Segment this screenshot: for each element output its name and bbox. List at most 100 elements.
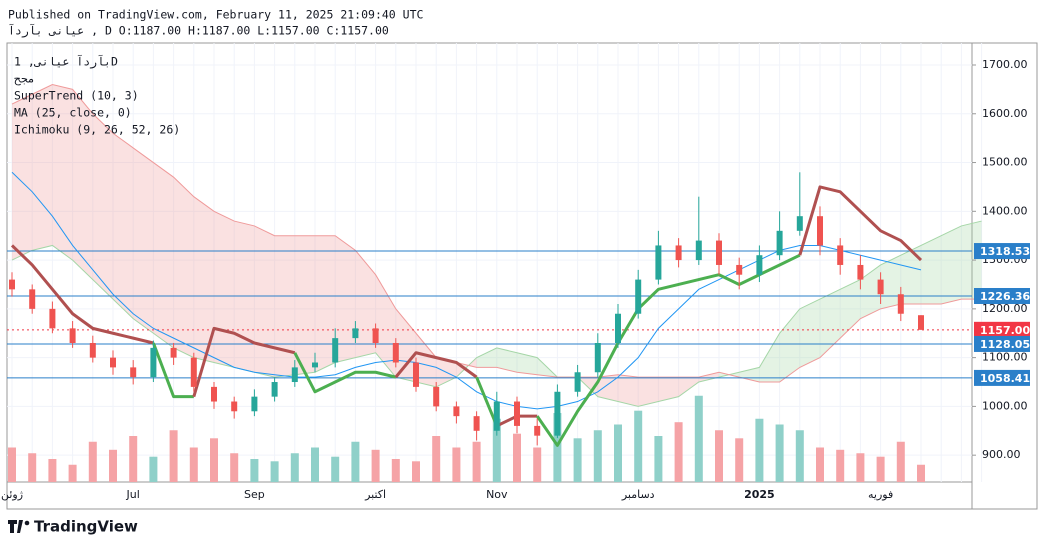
cloud [133,147,154,334]
cloud [274,235,295,378]
cloud [173,177,194,358]
volume-bar [230,453,239,482]
y-tick-label: 1000.00 [982,399,1028,412]
volume-bar [331,456,340,482]
cloud [941,225,962,304]
cloud [193,196,214,363]
candle-body [756,255,763,275]
candle-body [918,315,924,330]
volume-bar [694,395,703,482]
cloud [335,235,356,363]
cloud [113,133,134,319]
moving-average [11,171,922,410]
cloud [921,235,942,304]
volume-bar [715,430,723,482]
volume-bar [472,441,481,482]
volume-bar [48,459,57,482]
cloud [860,264,881,319]
price-label-box [974,335,1030,352]
candle-body [635,279,642,314]
volume-bar [129,436,138,482]
cloud [416,333,437,387]
candle-body [413,362,419,387]
volume-bar [371,449,380,482]
volume-bar [88,441,97,482]
candle-body [392,342,399,363]
volume-bar [654,436,663,482]
brand-logo [8,520,30,533]
volume-bar [816,447,824,482]
span-b [11,83,982,383]
price-label-box [974,288,1030,305]
cloud [820,289,841,358]
cloud [375,274,396,378]
volume-bar [149,456,158,482]
price-label-box [974,369,1030,386]
candle-body [29,289,36,309]
cloud [618,374,639,407]
cloud [32,84,53,251]
candle-body [271,382,278,397]
volume-bar [553,413,562,482]
y-tick-label: 900.00 [982,448,1021,461]
supertrend [798,185,923,262]
cloud [153,162,174,348]
cloud [759,333,780,383]
cloud [395,308,416,383]
supertrend [10,244,154,345]
candle-body [89,342,96,358]
cloud [961,221,982,300]
supertrend [293,352,397,394]
candle-body [877,279,884,295]
cloud [476,347,497,368]
x-tick-label: فوریه [868,488,893,501]
cloud [900,245,921,304]
axis-labels: 900.001000.001100.001200.001300.001400.0… [1,58,1030,501]
y-tick-label: 1700.00 [982,58,1028,71]
cloud [880,255,901,309]
candle-body [857,264,864,280]
published: Published on TradingView.com, February 1… [8,8,423,22]
cloud [840,279,861,339]
volume-bar [452,447,461,482]
candle-body [837,245,844,265]
candle-body [453,406,460,417]
supertrend [394,351,478,379]
x-tick-label: دسامبر [621,488,655,501]
legend-symbol: بآردآ عیانی, 1D [14,55,118,70]
volume-bar [250,459,259,482]
cloud [234,221,255,373]
candle-body [190,357,197,387]
volume-bar [68,464,77,482]
candle-body [897,294,904,314]
y-tick-label: 1500.00 [982,156,1028,169]
volume-bar [432,436,441,482]
y-tick-label: 1400.00 [982,204,1028,217]
candle-body [736,264,743,275]
candle-body [231,401,238,412]
cloud [52,84,73,261]
cloud [92,113,113,300]
y-tick-label: 1100.00 [982,351,1028,364]
cloud [12,94,33,261]
cloud [638,377,659,407]
cloud [799,299,820,368]
candle-body [514,401,520,426]
candle-body [716,240,722,265]
frame [6,42,1038,510]
price-label: 1157.00 [980,324,1030,337]
candle-body [69,328,76,343]
y-tick-label: 1200.00 [982,302,1028,315]
candle-body [594,342,601,373]
price-label: 1128.05 [980,338,1030,351]
volume-bar [169,430,178,482]
x-tick-label: ژوئن [1,488,23,501]
price-label: 1058.41 [980,372,1030,385]
candle-body [554,391,561,436]
cloud [355,250,376,358]
cloud [517,352,538,375]
candle-body [655,245,662,280]
volume-bar [795,430,804,482]
volume-bar [8,447,16,482]
x-tick-label: Nov [486,488,508,501]
